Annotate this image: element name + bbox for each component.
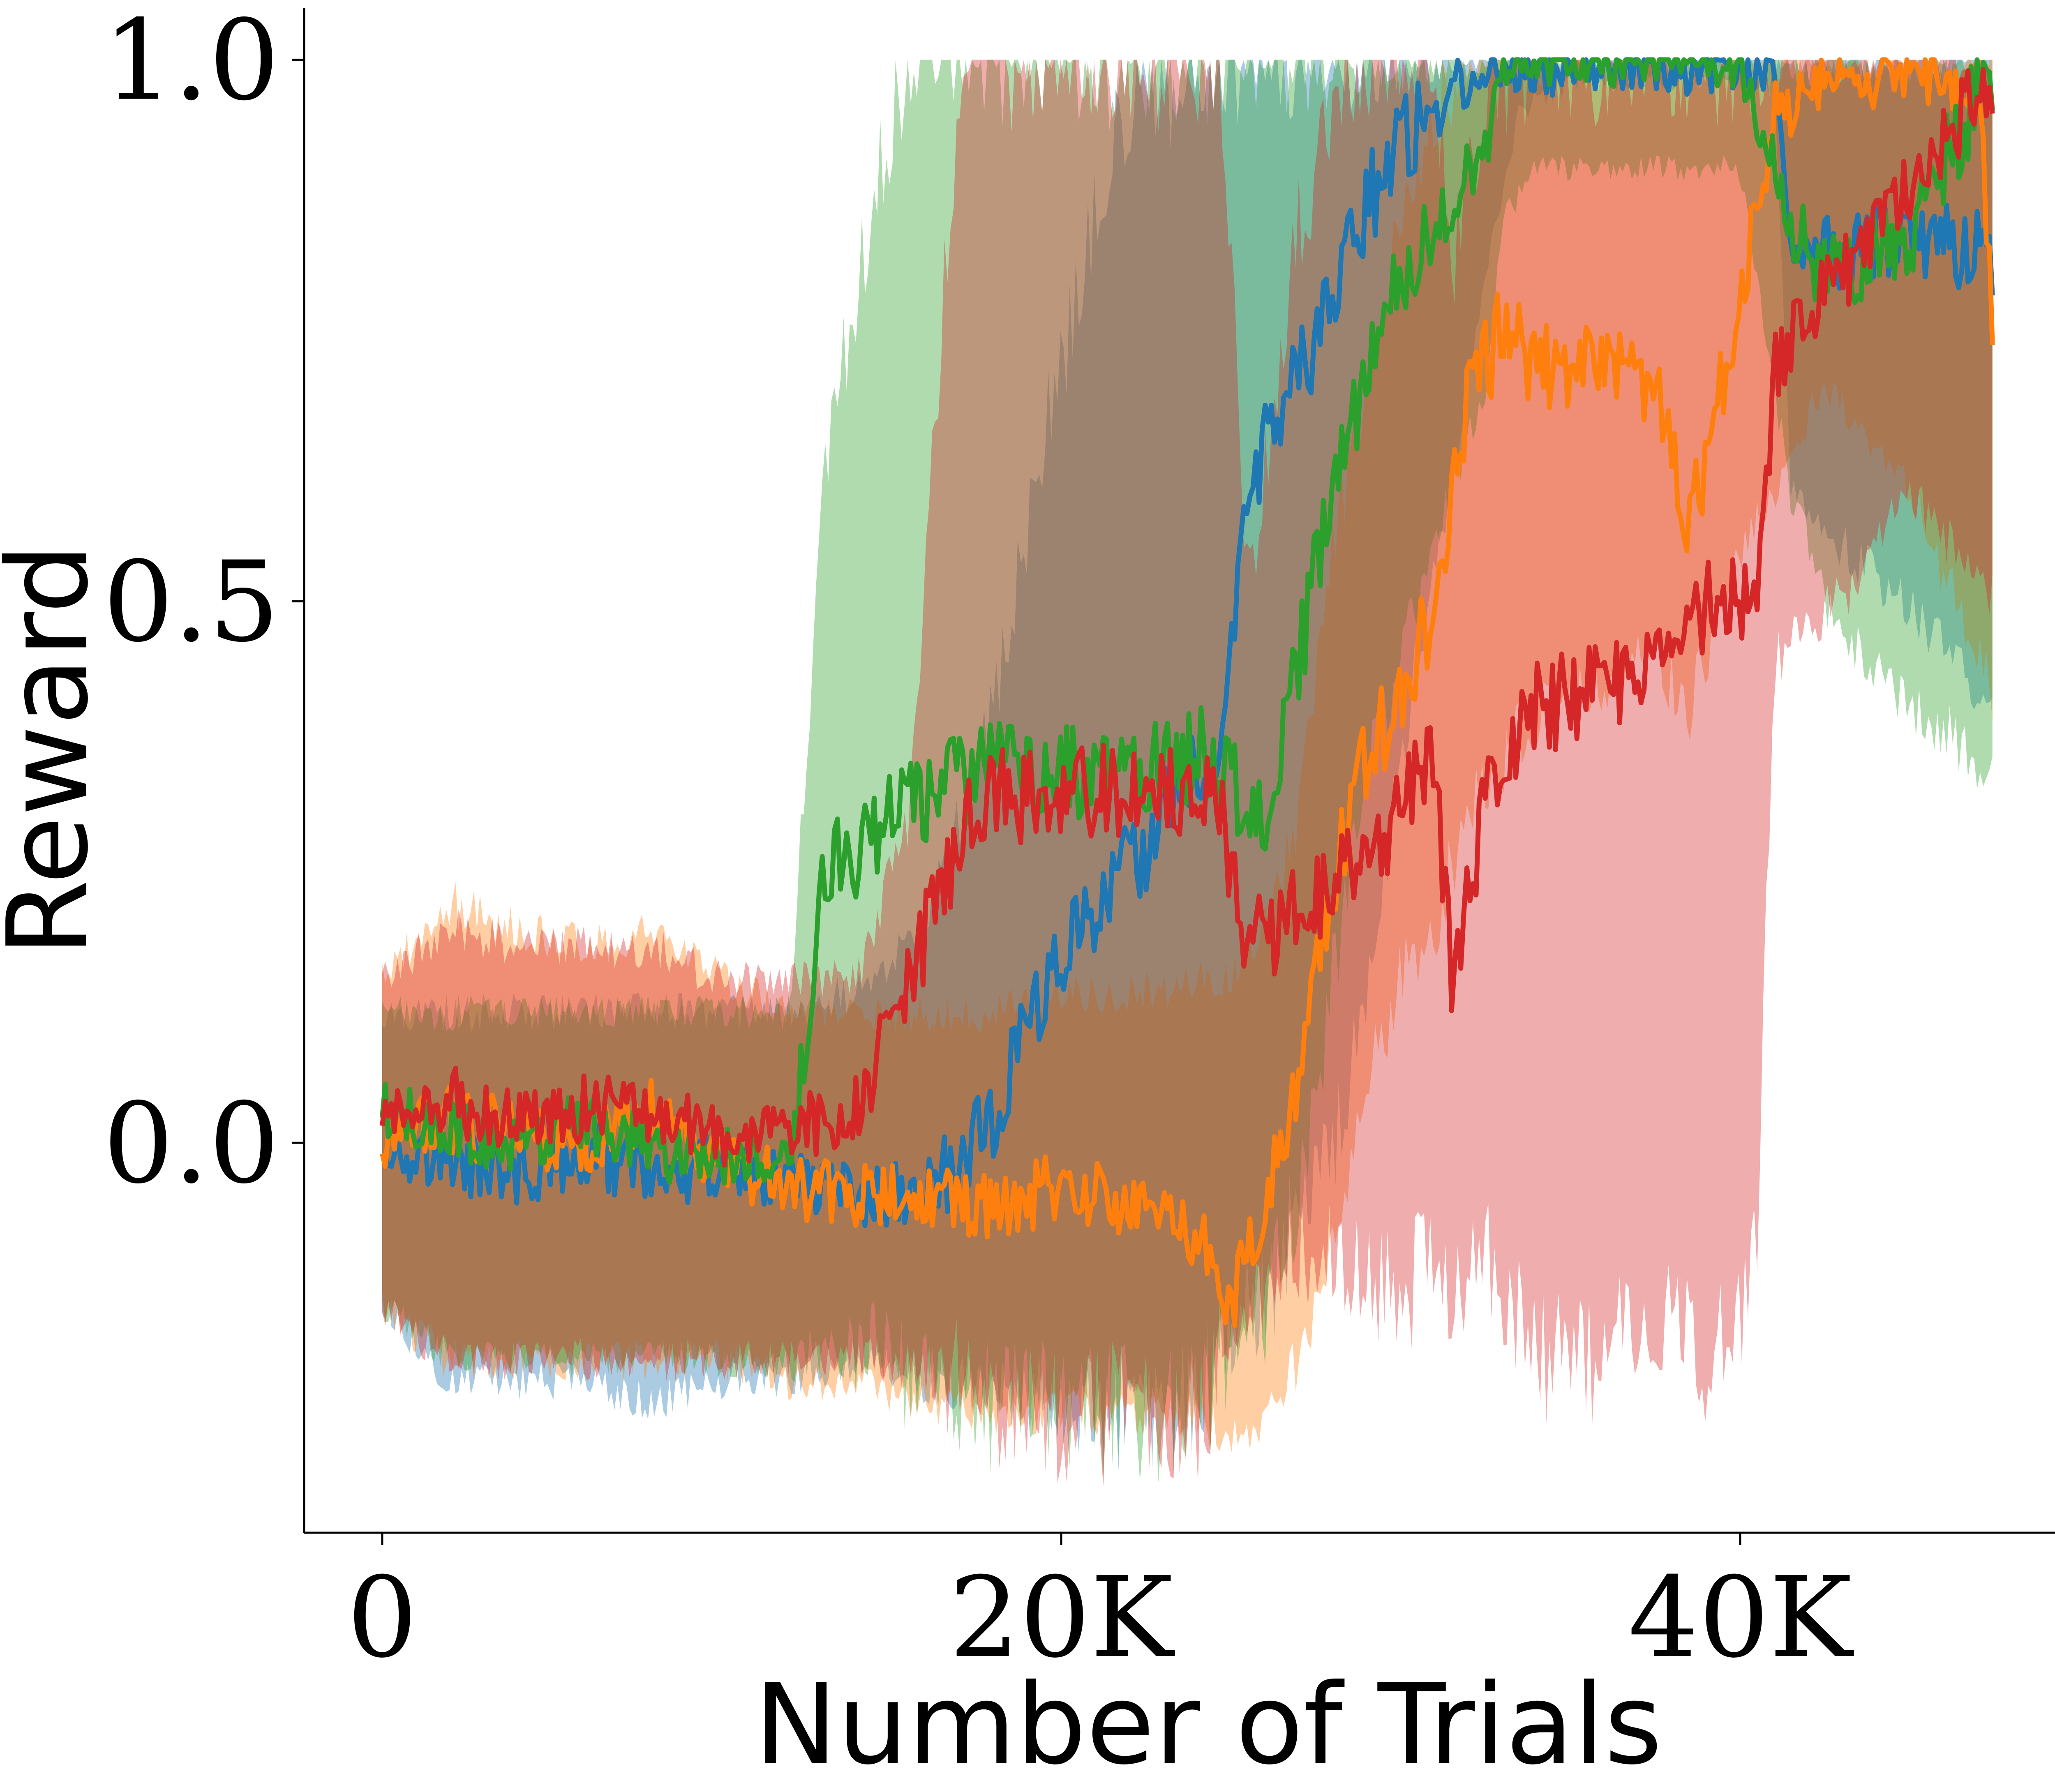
series-line-2 bbox=[380, 57, 1995, 1328]
x-tick-label: 40K bbox=[1628, 1553, 1854, 1682]
confidence-band-2 bbox=[382, 60, 1993, 1453]
series-lines bbox=[380, 57, 1995, 1328]
y-tick-label: 0.5 bbox=[103, 537, 279, 667]
y-tick-label: 0.0 bbox=[103, 1079, 279, 1208]
series-line-3 bbox=[380, 57, 1995, 1186]
x-axis-label: Number of Trials bbox=[755, 1660, 1662, 1789]
y-axis-ticks: 0.0 0.5 1.0 bbox=[103, 0, 304, 1208]
series-line-4 bbox=[380, 67, 1995, 1168]
x-axis-ticks: 0 20K 40K bbox=[347, 1533, 1854, 1682]
x-tick-label: 0 bbox=[347, 1553, 418, 1682]
y-axis-label: Reward bbox=[0, 543, 113, 957]
x-tick-label: 20K bbox=[949, 1553, 1175, 1682]
y-tick-label: 1.0 bbox=[103, 0, 279, 125]
